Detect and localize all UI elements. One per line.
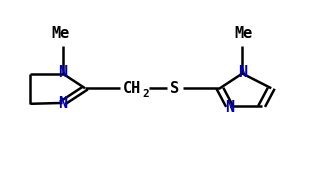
Text: S: S bbox=[170, 81, 179, 96]
Text: Me: Me bbox=[52, 26, 70, 41]
Text: N: N bbox=[238, 65, 247, 80]
Text: N: N bbox=[58, 96, 67, 111]
Text: N: N bbox=[58, 65, 67, 80]
Text: Me: Me bbox=[235, 26, 253, 41]
Text: 2: 2 bbox=[142, 89, 149, 99]
Text: N: N bbox=[225, 100, 234, 115]
Text: CH: CH bbox=[123, 81, 141, 96]
